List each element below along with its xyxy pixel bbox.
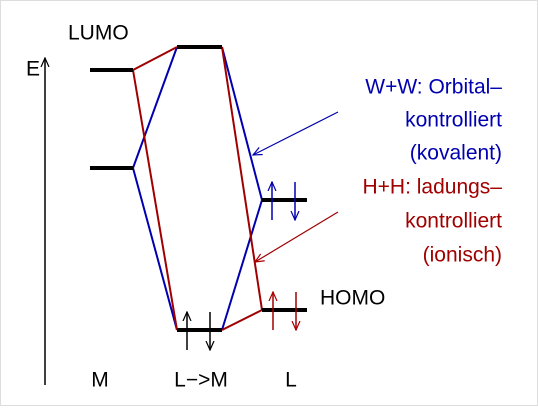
column-labels: M L−>M L (91, 369, 297, 392)
ionic-annotation: H+H: ladungs– kontrolliert (ionisch) (362, 176, 502, 267)
covalent-annotation: W+W: Orbital– kontrolliert (kovalent) (365, 76, 502, 165)
annotation-line: (kovalent) (410, 142, 502, 165)
ionic-pointer (255, 211, 339, 262)
column-label: L−>M (174, 369, 228, 392)
electrons (187, 182, 296, 350)
correlation-lines (132, 46, 263, 331)
energy-label: E (26, 58, 40, 81)
homo-label: HOMO (320, 287, 385, 310)
covalent-pointer (253, 111, 339, 155)
annotation-line: H+H: ladungs– (362, 176, 502, 199)
covalent-lines (132, 46, 263, 331)
annotation-line: W+W: Orbital– (365, 76, 502, 99)
column-label: L (285, 369, 297, 392)
levels (90, 45, 307, 332)
annotation-line: (ionisch) (423, 244, 502, 267)
annotation-line: kontrolliert (405, 210, 502, 233)
column-label: M (91, 369, 109, 392)
lumo-label: LUMO (68, 22, 129, 45)
annotation-line: kontrolliert (405, 109, 502, 132)
ionic-lines (132, 46, 263, 331)
